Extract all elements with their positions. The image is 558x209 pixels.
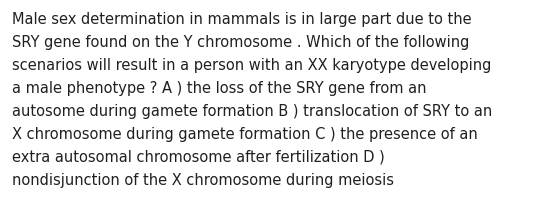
Text: nondisjunction of the X chromosome during meiosis: nondisjunction of the X chromosome durin… bbox=[12, 173, 394, 188]
Text: SRY gene found on the Y chromosome . Which of the following: SRY gene found on the Y chromosome . Whi… bbox=[12, 35, 469, 50]
Text: extra autosomal chromosome after fertilization D ): extra autosomal chromosome after fertili… bbox=[12, 150, 385, 165]
Text: scenarios will result in a person with an XX karyotype developing: scenarios will result in a person with a… bbox=[12, 58, 492, 73]
Text: X chromosome during gamete formation C ) the presence of an: X chromosome during gamete formation C )… bbox=[12, 127, 478, 142]
Text: a male phenotype ? A ) the loss of the SRY gene from an: a male phenotype ? A ) the loss of the S… bbox=[12, 81, 426, 96]
Text: autosome during gamete formation B ) translocation of SRY to an: autosome during gamete formation B ) tra… bbox=[12, 104, 492, 119]
Text: Male sex determination in mammals is in large part due to the: Male sex determination in mammals is in … bbox=[12, 12, 472, 27]
